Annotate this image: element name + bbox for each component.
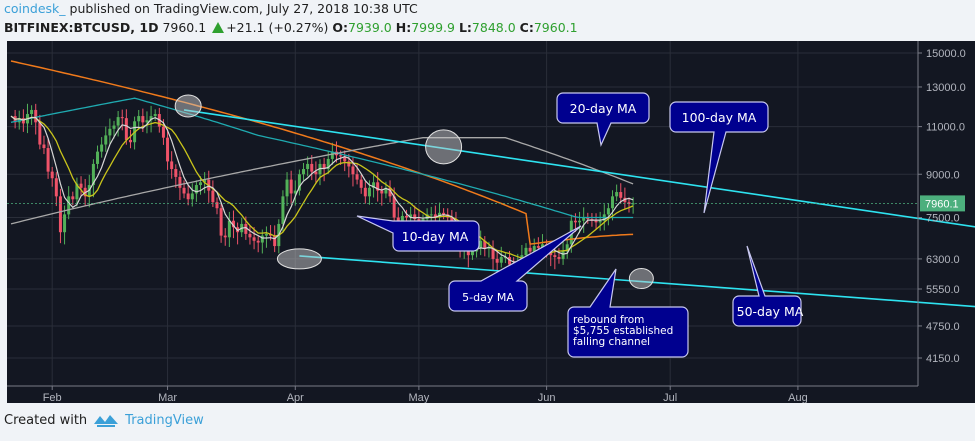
callout-50-day-ma-label: 50-day MA	[737, 304, 804, 319]
price-change: +21.1 (+0.27%)	[226, 20, 329, 35]
time-tick: Jun	[538, 392, 556, 403]
callout-10-day-ma-label: 10-day MA	[402, 229, 469, 244]
price-tick: 15000.0	[926, 48, 966, 60]
price-tick: 11000.0	[926, 122, 965, 134]
close-value: 7960.1	[533, 20, 578, 35]
callout-rebound-line2: $5,755 established	[573, 325, 673, 337]
time-axis[interactable]: Feb Mar Apr May Jun Jul Aug	[7, 385, 918, 403]
low-label: L:	[458, 20, 472, 35]
published-text: published on TradingView.com, July 27, 2…	[69, 1, 418, 16]
high-value: 7999.9	[411, 20, 455, 35]
last-price: 7960.1	[162, 20, 207, 35]
chart-header: coindesk_ published on TradingView.com, …	[4, 0, 578, 37]
author-link[interactable]: coindesk_	[4, 1, 66, 16]
publish-line: coindesk_ published on TradingView.com, …	[4, 0, 578, 19]
time-tick: Aug	[788, 392, 808, 403]
price-tick: 13000.0	[926, 82, 966, 94]
callout-5-day-ma: 5-day MA	[448, 225, 582, 312]
current-price-label	[920, 195, 965, 212]
callout-rebound-line1: rebound from	[573, 314, 644, 326]
callout-20-day-ma-label: 20-day MA	[570, 101, 637, 116]
time-tick: Mar	[158, 392, 177, 403]
close-label: C:	[519, 20, 534, 35]
callout-5-day-ma-label: 5-day MA	[462, 291, 514, 304]
callout-100-day-ma-label: 100-day MA	[682, 110, 757, 125]
price-tick: 4150.0	[926, 353, 960, 365]
open-label: O:	[332, 20, 349, 35]
callout-rebound-line3: falling channel	[573, 336, 650, 348]
callout-50-day-ma: 50-day MA	[732, 245, 804, 327]
time-tick: May	[408, 392, 429, 403]
chart-background	[7, 41, 975, 403]
tradingview-link[interactable]: TradingView	[125, 412, 204, 428]
tradingview-logo-icon	[94, 415, 119, 427]
annotation-callouts: 20-day MA 100-day MA 10-day MA 5-day MA …	[356, 92, 804, 358]
symbol-label: BITFINEX:BTCUSD, 1D	[4, 20, 159, 35]
footer: Created with TradingView	[4, 412, 204, 428]
open-value: 7939.0	[348, 20, 392, 35]
callout-20-day-ma: 20-day MA	[556, 92, 650, 147]
price-chart[interactable]: 20-day MA 100-day MA 10-day MA 5-day MA …	[7, 41, 975, 403]
callout-rebound: rebound from $5,755 established falling …	[567, 268, 689, 358]
price-tick: 4750.0	[926, 321, 960, 333]
price-axis[interactable]: 15000.0 13000.0 11000.0 9000.0 7500.0 6300.0 5…	[917, 41, 966, 386]
time-tick: Jul	[663, 392, 677, 403]
current-price-text: 7960.1	[925, 198, 959, 210]
callout-10-day-ma: 10-day MA	[356, 215, 480, 252]
time-tick: Apr	[287, 392, 304, 403]
up-arrow-icon	[212, 22, 225, 33]
price-tick: 7500.0	[926, 213, 960, 225]
low-value: 7848.0	[471, 20, 516, 35]
price-tick: 6300.0	[926, 254, 960, 266]
time-tick: Feb	[43, 392, 62, 403]
price-tick: 9000.0	[926, 169, 960, 181]
symbol-line: BITFINEX:BTCUSD, 1D 7960.1 +21.1 (+0.27%…	[4, 19, 578, 37]
price-tick: 5550.0	[926, 284, 960, 296]
high-label: H:	[395, 20, 412, 35]
created-with-label: Created with	[4, 412, 88, 428]
callout-100-day-ma: 100-day MA	[669, 101, 769, 214]
